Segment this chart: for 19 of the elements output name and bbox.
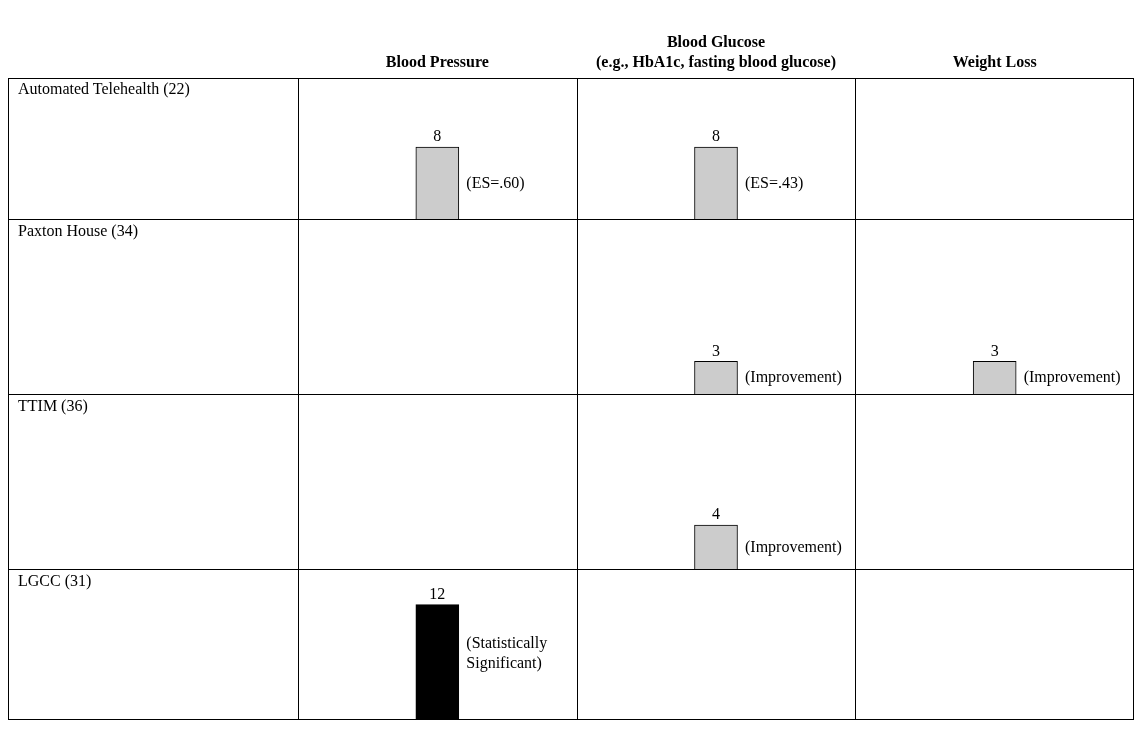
x-tick-label: Blood Pressure (385, 52, 489, 70)
text: Paxton House (34) (18, 222, 138, 241)
text: TTIM (36) (18, 397, 88, 416)
annotation: (Improvement) (1023, 368, 1121, 387)
text: LGCC (31) (18, 572, 92, 591)
text: Automated Telehealth (22) (18, 80, 190, 99)
x-tick-label: Blood Glucose (e.g., HbA1c, fasting blood glucose) (596, 33, 836, 71)
data-label: 3 (712, 341, 720, 359)
annotation: (ES=.43) (745, 173, 804, 192)
data-label: 8 (433, 127, 442, 145)
data-label: 4 (712, 505, 720, 523)
data-label: 12 (429, 584, 446, 602)
annotation: (Statistically Significant) (466, 633, 548, 672)
x-tick-label: Weight Loss (952, 52, 1037, 71)
data-label: 8 (712, 127, 720, 145)
annotation: (ES=.60) (466, 173, 525, 192)
data-label: 3 (990, 341, 999, 359)
annotation: (Improvement) (745, 537, 842, 556)
annotation: (Improvement) (745, 368, 842, 387)
